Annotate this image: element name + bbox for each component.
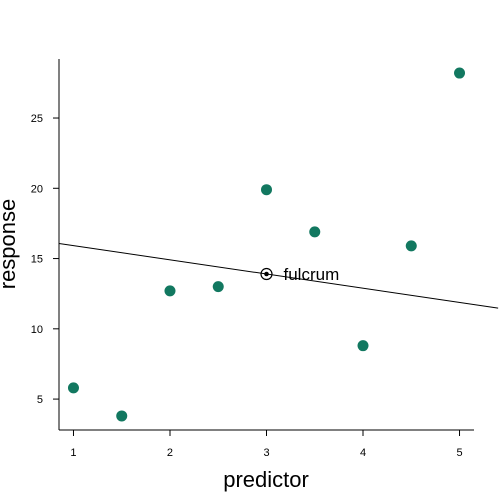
fulcrum-label: fulcrum (284, 265, 340, 284)
y-tick-label: 10 (31, 324, 43, 336)
points-layer (67, 67, 466, 422)
data-point (67, 382, 79, 394)
x-tick-label: 5 (456, 447, 462, 459)
fit-line-layer (58, 243, 499, 309)
y-tick-label: 5 (37, 394, 43, 406)
data-point (116, 410, 128, 422)
y-tick-label: 15 (31, 254, 43, 266)
data-point (164, 285, 176, 297)
tick-group: 1 2 3 4 5 5 10 15 20 25 (31, 113, 463, 459)
data-point (357, 340, 369, 352)
data-point (261, 184, 272, 196)
x-tick-label: 4 (360, 447, 366, 459)
data-point (405, 240, 417, 252)
y-tick-label: 20 (31, 183, 43, 195)
x-tick-label: 3 (263, 447, 269, 459)
y-axis-title: response (0, 199, 20, 290)
data-point (309, 226, 321, 238)
data-point (212, 281, 224, 293)
fulcrum-marker-ring (260, 267, 273, 281)
data-point (454, 67, 466, 79)
fulcrum-marker-dot (264, 271, 269, 277)
x-axis-title: predictor (223, 467, 309, 492)
annotation-layer: fulcrum (260, 265, 340, 284)
x-tick-label: 1 (70, 447, 76, 459)
x-tick-label: 2 (167, 447, 173, 459)
y-tick-label: 25 (31, 113, 43, 125)
fit-line (58, 243, 499, 309)
